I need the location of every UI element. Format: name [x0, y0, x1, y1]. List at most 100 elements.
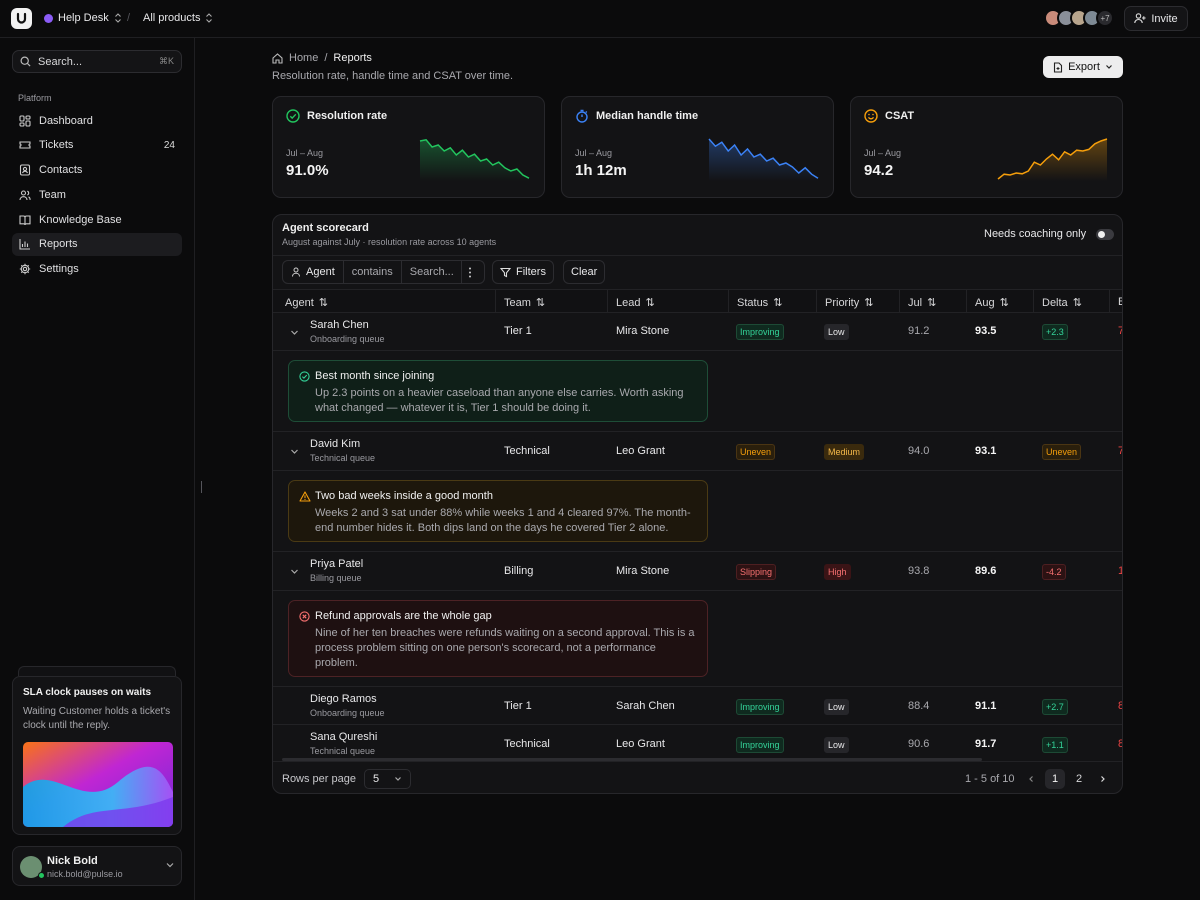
- product-switcher[interactable]: All products: [143, 12, 213, 24]
- filter-field-select[interactable]: Agent: [283, 261, 344, 283]
- column-header-jul[interactable]: Jul ⇅: [908, 296, 937, 310]
- breadcrumb-current: Reports: [333, 52, 372, 64]
- stopwatch-icon: [576, 109, 588, 123]
- clear-filters-button[interactable]: Clear: [563, 260, 606, 284]
- sidebar-item-tickets[interactable]: Tickets 24: [12, 134, 182, 157]
- sidebar-item-contacts[interactable]: Contacts: [12, 159, 182, 182]
- page-button-2[interactable]: 2: [1075, 773, 1083, 785]
- sidebar-item-settings[interactable]: Settings: [12, 258, 182, 281]
- column-label: Lead: [616, 296, 641, 309]
- sidebar-item-knowledge-base[interactable]: Knowledge Base: [12, 208, 182, 231]
- chevron-up-down-icon: [114, 13, 121, 23]
- column-header-truncated[interactable]: B: [1118, 296, 1122, 308]
- filters-button[interactable]: Filters: [492, 260, 554, 284]
- ticket-icon: [19, 141, 31, 149]
- user-menu[interactable]: Nick Bold nick.bold@pulse.io: [12, 846, 182, 886]
- table-row[interactable]: David Kim Technical queue Technical Leo G…: [273, 432, 1122, 471]
- column-divider: [607, 289, 608, 313]
- agent-name: David Kim: [310, 438, 361, 450]
- sidebar-item-team[interactable]: Team: [12, 183, 182, 206]
- priority-badge: Low: [824, 324, 849, 340]
- priority-badge: Low: [824, 699, 849, 715]
- filter-operator-label: contains: [351, 266, 393, 278]
- column-divider: [495, 289, 496, 313]
- sidebar-item-label: Settings: [39, 263, 79, 276]
- column-header-priority[interactable]: Priority ⇅: [825, 296, 873, 310]
- horizontal-scrollbar[interactable]: [282, 758, 982, 761]
- warning-icon: [299, 491, 311, 502]
- search-icon: [20, 56, 31, 67]
- table-row[interactable]: Diego Ramos Onboarding queue Tier 1 Sarah…: [273, 687, 1122, 725]
- column-header-agent[interactable]: Agent ⇅: [285, 296, 328, 310]
- truncated-cell: 7: [1118, 445, 1122, 457]
- sort-icon: ⇅: [927, 297, 937, 309]
- sidebar-resize-handle[interactable]: [201, 481, 202, 493]
- agent-name: Priya Patel: [310, 558, 364, 570]
- kpi-card-csat: CSAT Jul – Aug 94.2: [850, 96, 1123, 198]
- chevron-down-icon[interactable]: [290, 567, 299, 576]
- sort-icon: ⇅: [535, 297, 546, 309]
- rows-per-page-select[interactable]: 5: [364, 769, 411, 789]
- column-header-delta[interactable]: Delta ⇅: [1042, 296, 1082, 310]
- promo-card[interactable]: SLA clock pauses on waits Waiting Custom…: [12, 676, 182, 835]
- note-title: Two bad weeks inside a good month: [315, 490, 493, 502]
- filter-more-button[interactable]: [462, 261, 478, 283]
- sparkline-line: [419, 138, 530, 179]
- chevron-down-icon[interactable]: [290, 447, 299, 456]
- promo-body: Waiting Customer holds a ticket's clock …: [23, 706, 171, 731]
- table-row[interactable]: Sarah Chen Onboarding queue Tier 1 Mira S…: [273, 313, 1122, 351]
- chevron-down-icon[interactable]: [290, 328, 299, 337]
- table-row[interactable]: Priya Patel Billing queue Billing Mira St…: [273, 552, 1122, 591]
- app-logo[interactable]: [11, 8, 32, 29]
- column-header-team[interactable]: Team ⇅: [504, 296, 546, 310]
- column-header-lead[interactable]: Lead ⇅: [616, 296, 655, 310]
- promo-stack-edge: [18, 666, 176, 676]
- workspace-switcher[interactable]: Help Desk: [44, 12, 122, 24]
- breadcrumb-home[interactable]: Home: [289, 52, 319, 64]
- kpi-sparkline: [997, 138, 1108, 181]
- filter-operator-select[interactable]: contains: [344, 261, 402, 283]
- coaching-toggle[interactable]: [1096, 229, 1114, 240]
- column-header-status[interactable]: Status ⇅: [737, 296, 782, 310]
- status-badge: Improving: [736, 699, 784, 715]
- delta-badge: +1.1: [1042, 737, 1068, 753]
- scorecard-subtitle: August against July · resolution rate ac…: [282, 237, 497, 247]
- breadcrumb: Home / Reports: [272, 52, 372, 64]
- chevron-down-icon: [395, 777, 401, 781]
- kpi-title: CSAT: [885, 110, 915, 122]
- filter-value-input[interactable]: Search...: [402, 261, 462, 283]
- page-button-1[interactable]: 1: [1045, 769, 1065, 789]
- filter-value-placeholder: Search...: [409, 266, 454, 278]
- kpi-title: Resolution rate: [307, 110, 388, 122]
- sort-icon: ⇅: [645, 297, 655, 309]
- export-button[interactable]: Export: [1043, 56, 1123, 78]
- clear-label: Clear: [571, 266, 598, 278]
- workspace-color-dot: [44, 13, 53, 23]
- agent-queue: Billing queue: [310, 573, 362, 583]
- sidebar-item-reports[interactable]: Reports: [12, 232, 182, 256]
- aug-value: 93.1: [975, 445, 997, 457]
- jul-value: 94.0: [908, 445, 930, 457]
- sidebar-item-dashboard[interactable]: Dashboard: [12, 109, 182, 132]
- team-icon: [19, 190, 31, 200]
- filter-icon: [500, 267, 511, 277]
- status-badge: Uneven: [736, 444, 776, 460]
- team-avatars[interactable]: +7: [1044, 9, 1114, 27]
- column-divider: [816, 289, 817, 313]
- chevron-right-icon: [1101, 776, 1105, 782]
- sparkline-line: [997, 138, 1108, 180]
- next-page-button[interactable]: [1093, 769, 1113, 789]
- sidebar-search[interactable]: Search... ⌘K: [12, 50, 182, 73]
- sidebar-item-label: Knowledge Base: [39, 213, 122, 226]
- prev-page-button[interactable]: [1021, 769, 1041, 789]
- user-plus-icon: [1134, 13, 1146, 24]
- avatar-overflow-count: +7: [1096, 9, 1114, 27]
- home-icon: [272, 52, 283, 64]
- table-row[interactable]: Sana Qureshi Technical queue Technical Le…: [273, 725, 1122, 761]
- kpi-period: Jul – Aug: [286, 148, 324, 158]
- contacts-icon: [19, 164, 31, 176]
- column-header-aug[interactable]: Aug ⇅: [975, 296, 1009, 310]
- team-cell: Tier 1: [504, 700, 532, 712]
- invite-button[interactable]: Invite: [1124, 6, 1188, 31]
- export-label: Export: [1068, 61, 1100, 73]
